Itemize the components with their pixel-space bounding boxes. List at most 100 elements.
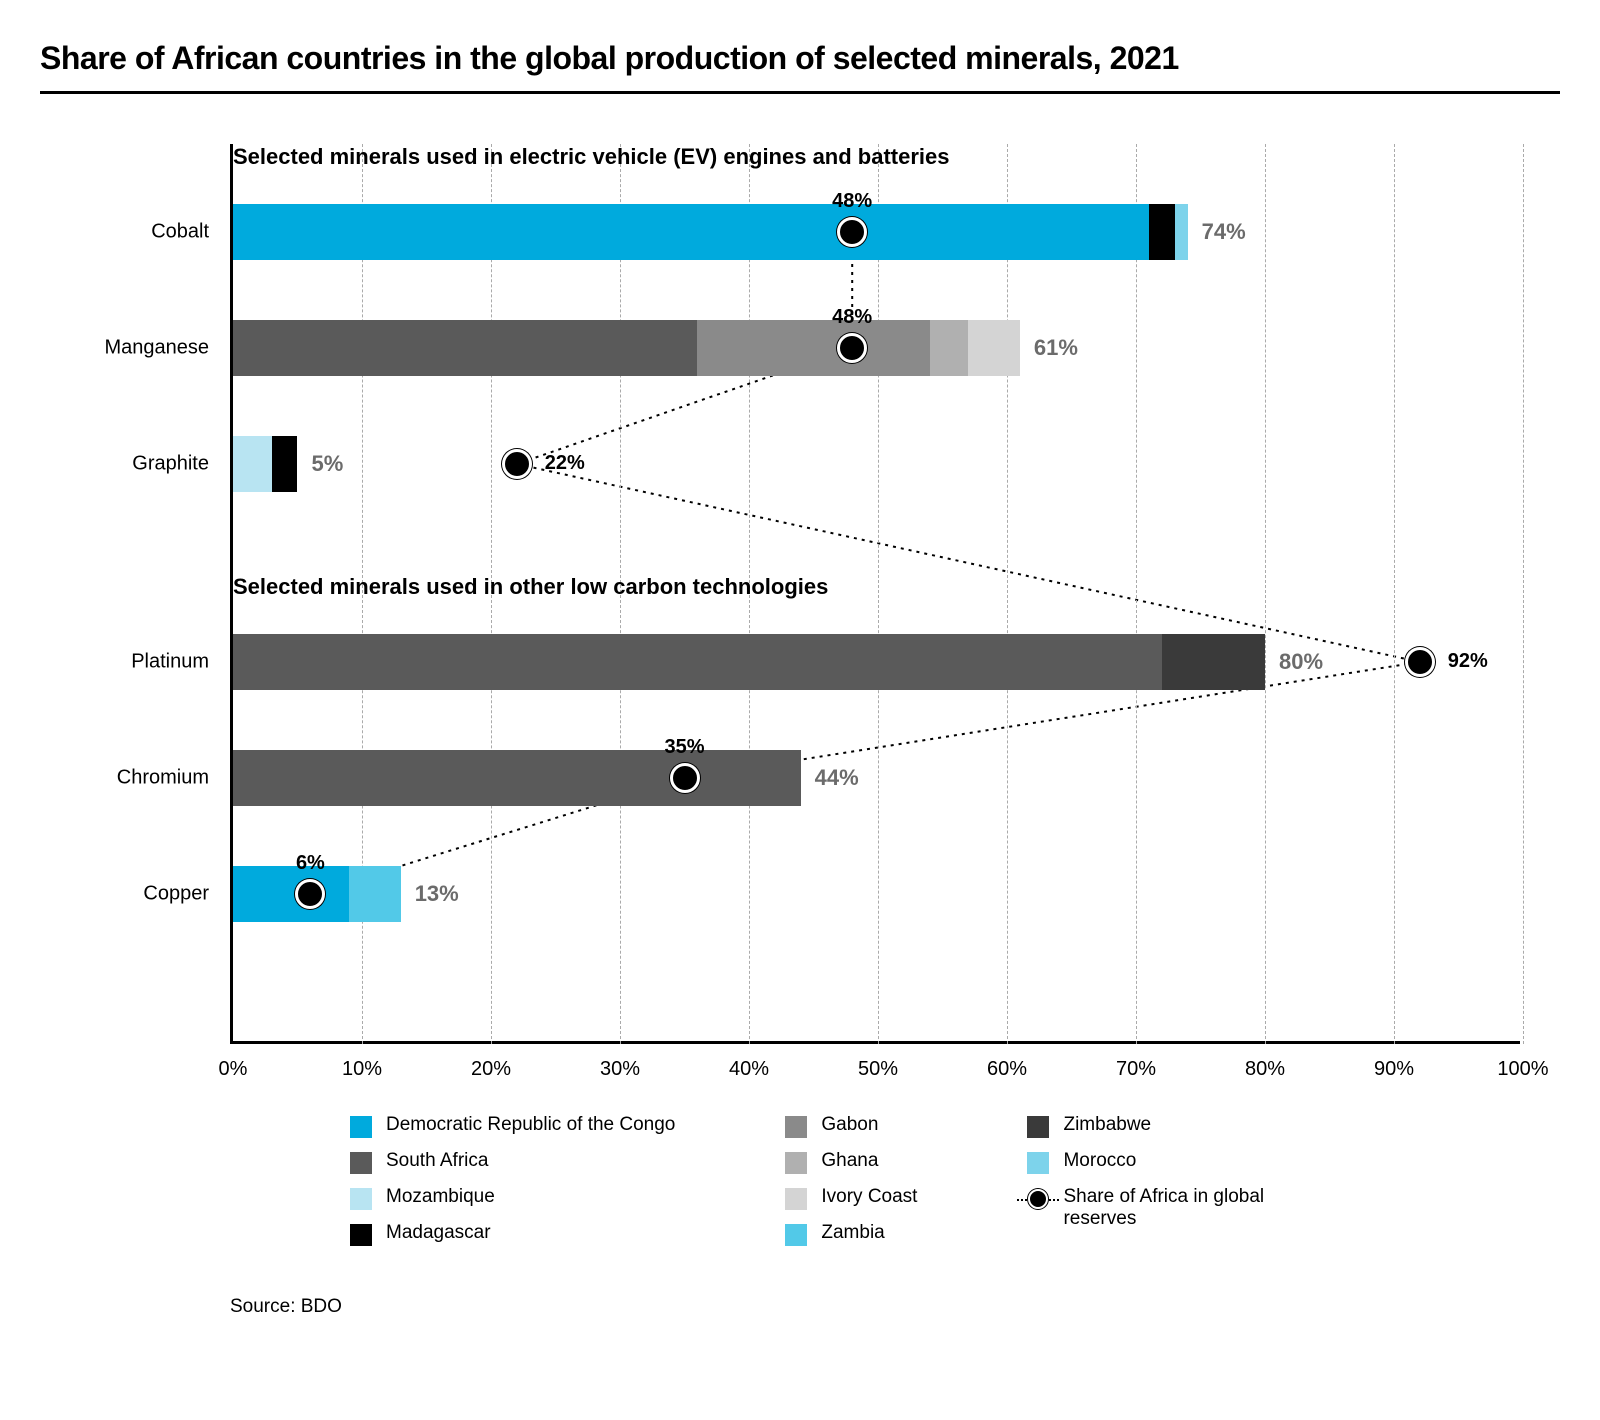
bar-segment-south_africa bbox=[233, 634, 1162, 690]
x-axis-baseline bbox=[230, 1041, 1520, 1044]
legend-item: Zambia bbox=[785, 1222, 917, 1246]
grid-line bbox=[1394, 144, 1395, 1044]
reserve-dot bbox=[837, 217, 867, 247]
legend-item: Morocco bbox=[1027, 1150, 1273, 1174]
bar-segment-gabon bbox=[697, 320, 929, 376]
section-heading: Selected minerals used in electric vehic… bbox=[233, 144, 950, 170]
legend-column: Zimbabwe Morocco Share of Africa in global… bbox=[1027, 1114, 1273, 1246]
reserve-dot bbox=[502, 449, 532, 479]
x-tick-label: 0% bbox=[219, 1058, 248, 1081]
bar-row: Graphite5% bbox=[233, 436, 298, 492]
category-label: Graphite bbox=[132, 453, 233, 476]
grid-line bbox=[1265, 144, 1266, 1044]
reserve-dot-label: 35% bbox=[664, 736, 704, 759]
legend-label: Share of Africa in global reserves bbox=[1063, 1186, 1273, 1230]
x-tick-label: 20% bbox=[471, 1058, 511, 1081]
total-label: 61% bbox=[1020, 335, 1078, 361]
x-tick-label: 60% bbox=[987, 1058, 1027, 1081]
legend-item: Democratic Republic of the Congo bbox=[350, 1114, 675, 1138]
legend-swatch bbox=[350, 1152, 372, 1174]
bar-segment-drc bbox=[233, 204, 1149, 260]
legend-swatch bbox=[785, 1152, 807, 1174]
chart-title: Share of African countries in the global… bbox=[40, 40, 1560, 77]
grid-line bbox=[1523, 144, 1524, 1044]
legend-label: Madagascar bbox=[386, 1222, 491, 1244]
reserve-dot-label: 92% bbox=[1448, 650, 1488, 673]
bar-segment-mozambique bbox=[233, 436, 272, 492]
category-label: Chromium bbox=[117, 767, 233, 790]
total-label: 44% bbox=[801, 765, 859, 791]
category-label: Platinum bbox=[131, 651, 233, 674]
bar-segment-morocco bbox=[1175, 204, 1188, 260]
reserve-dot bbox=[670, 763, 700, 793]
legend-item: Zimbabwe bbox=[1027, 1114, 1273, 1138]
legend-item: Ivory Coast bbox=[785, 1186, 917, 1210]
source-note: Source: BDO bbox=[230, 1296, 1520, 1318]
legend-column: Democratic Republic of the Congo South Af… bbox=[350, 1114, 675, 1246]
legend-label: Morocco bbox=[1063, 1150, 1136, 1172]
legend-label: Zimbabwe bbox=[1063, 1114, 1151, 1136]
legend-swatch bbox=[1027, 1152, 1049, 1174]
reserve-dot-label: 48% bbox=[832, 190, 872, 213]
legend-label: Mozambique bbox=[386, 1186, 495, 1208]
legend-dot-icon bbox=[1027, 1188, 1049, 1210]
x-tick-label: 40% bbox=[729, 1058, 769, 1081]
legend-item: Ghana bbox=[785, 1150, 917, 1174]
bar-segment-zambia bbox=[349, 866, 401, 922]
plot: 0%10%20%30%40%50%60%70%80%90%100%Selecte… bbox=[230, 144, 1520, 1044]
legend-item: Gabon bbox=[785, 1114, 917, 1138]
x-tick-label: 100% bbox=[1497, 1058, 1548, 1081]
legend-swatch bbox=[350, 1224, 372, 1246]
total-label: 74% bbox=[1188, 219, 1246, 245]
legend-label: Ivory Coast bbox=[821, 1186, 917, 1208]
bar-segment-ivory_coast bbox=[968, 320, 1020, 376]
bar-segment-drc bbox=[233, 866, 349, 922]
legend-item: Mozambique bbox=[350, 1186, 675, 1210]
legend-swatch bbox=[785, 1116, 807, 1138]
grid-line bbox=[1007, 144, 1008, 1044]
legend-label: Zambia bbox=[821, 1222, 884, 1244]
grid-line bbox=[1136, 144, 1137, 1044]
bar-row: Chromium44% bbox=[233, 750, 801, 806]
legend-item: South Africa bbox=[350, 1150, 675, 1174]
x-tick-label: 50% bbox=[858, 1058, 898, 1081]
reserve-dot bbox=[1405, 647, 1435, 677]
legend-label: Gabon bbox=[821, 1114, 878, 1136]
reserve-dot bbox=[295, 879, 325, 909]
legend-column: Gabon Ghana Ivory Coast Zambia bbox=[785, 1114, 917, 1246]
bar-segment-ghana bbox=[930, 320, 969, 376]
bar-segment-south_africa bbox=[233, 320, 697, 376]
legend-item: Madagascar bbox=[350, 1222, 675, 1246]
category-label: Cobalt bbox=[151, 221, 233, 244]
bar-segment-zimbabwe bbox=[1162, 634, 1265, 690]
legend-label: South Africa bbox=[386, 1150, 488, 1172]
legend-swatch bbox=[350, 1116, 372, 1138]
x-tick-label: 90% bbox=[1374, 1058, 1414, 1081]
legend-label: Democratic Republic of the Congo bbox=[386, 1114, 675, 1136]
reserve-dot-label: 6% bbox=[296, 852, 325, 875]
grid-line bbox=[878, 144, 879, 1044]
legend-swatch bbox=[785, 1188, 807, 1210]
category-label: Manganese bbox=[104, 337, 233, 360]
legend-swatch bbox=[350, 1188, 372, 1210]
total-label: 5% bbox=[298, 451, 344, 477]
bar-row: Cobalt74% bbox=[233, 204, 1188, 260]
x-tick-label: 70% bbox=[1116, 1058, 1156, 1081]
bar-segment-madagascar bbox=[1149, 204, 1175, 260]
legend: Democratic Republic of the Congo South Af… bbox=[350, 1114, 1520, 1246]
title-rule bbox=[40, 91, 1560, 94]
bar-row: Manganese61% bbox=[233, 320, 1020, 376]
bar-segment-madagascar bbox=[272, 436, 298, 492]
x-tick-label: 30% bbox=[600, 1058, 640, 1081]
total-label: 13% bbox=[401, 881, 459, 907]
bar-segment-south_africa bbox=[233, 750, 801, 806]
x-tick-label: 10% bbox=[342, 1058, 382, 1081]
total-label: 80% bbox=[1265, 649, 1323, 675]
bar-row: Platinum80% bbox=[233, 634, 1265, 690]
chart-area: 0%10%20%30%40%50%60%70%80%90%100%Selecte… bbox=[230, 144, 1520, 1318]
legend-swatch bbox=[1027, 1116, 1049, 1138]
legend-swatch bbox=[785, 1224, 807, 1246]
section-heading: Selected minerals used in other low carb… bbox=[233, 574, 828, 600]
reserve-dot bbox=[837, 333, 867, 363]
legend-item: Share of Africa in global reserves bbox=[1027, 1186, 1273, 1230]
